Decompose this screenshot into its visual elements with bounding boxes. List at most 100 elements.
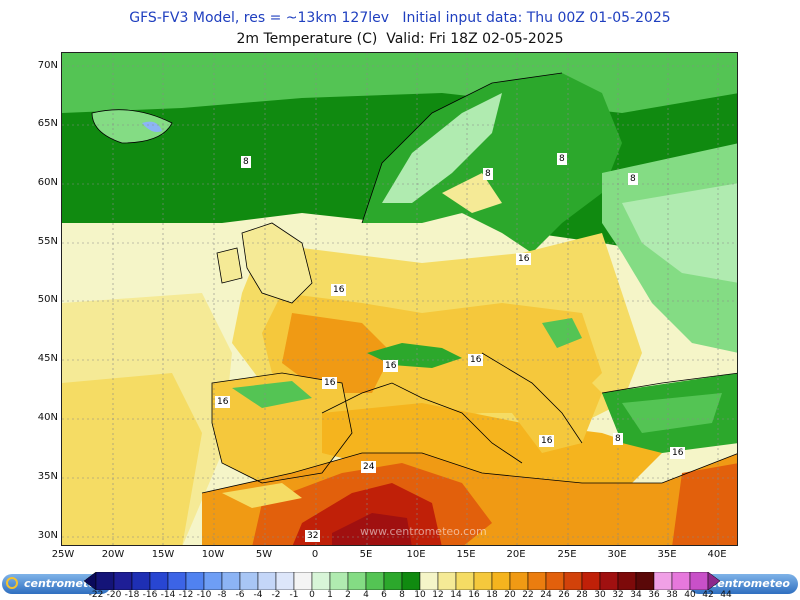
colorbar-tick-label: -8: [217, 590, 227, 600]
lon-label: 30E: [607, 549, 627, 560]
contour-label: 16: [322, 377, 338, 389]
logo-ring-icon: [6, 577, 18, 589]
lon-label: 20E: [506, 549, 526, 560]
lon-label: 20W: [101, 549, 125, 560]
colorbar-tick-label: 44: [720, 590, 732, 600]
colorbar-tick-label: 30: [594, 590, 606, 600]
colorbar-tick-label: -14: [160, 590, 176, 600]
colorbar-swatch: [617, 572, 637, 590]
contour-label: 24: [361, 461, 377, 473]
colorbar-tick-label: 2: [345, 590, 351, 600]
colorbar-arrow-low: [84, 572, 97, 590]
colorbar-tick-label: 10: [414, 590, 426, 600]
colorbar-tick-label: -6: [235, 590, 245, 600]
south-sweden: [442, 173, 502, 213]
colorbar-tick-label: -16: [142, 590, 158, 600]
contour-label: 32: [305, 530, 321, 542]
colorbar-swatch: [311, 572, 331, 590]
colorbar-tick-label: 32: [612, 590, 624, 600]
colorbar-swatch: [653, 572, 673, 590]
colorbar-tick-label: 24: [540, 590, 552, 600]
colorbar-swatch: [527, 572, 547, 590]
contour-label: 16: [539, 435, 555, 447]
colorbar-tick-label: 14: [450, 590, 462, 600]
carpathians: [542, 318, 582, 348]
lat-label: 70N: [37, 60, 58, 71]
colorbar-tick-label: 38: [666, 590, 678, 600]
lat-label: 55N: [37, 236, 58, 247]
colorbar-swatch: [203, 572, 223, 590]
legend: centrometeo centrometeo -22 -20 -18 -16 -14-…: [0, 570, 800, 600]
contour-label: 16: [670, 447, 686, 459]
colorbar-tick-label: -20: [106, 590, 122, 600]
colorbar-tick-label: 12: [432, 590, 444, 600]
lat-label: 50N: [37, 294, 58, 305]
graticule: [62, 53, 737, 545]
colorbar-tick-label: -12: [178, 590, 194, 600]
lon-label: 0: [311, 549, 319, 560]
colorbar-swatch: [257, 572, 277, 590]
contour-label: 8: [241, 156, 251, 168]
colorbar-tick-label: 16: [468, 590, 480, 600]
lon-label: 15W: [151, 549, 175, 560]
russia-cool: [622, 183, 737, 283]
colorbar-swatch: [671, 572, 691, 590]
colorbar-tick-label: 40: [684, 590, 696, 600]
temperature-map: [61, 52, 738, 546]
sahara-hottest: [332, 513, 412, 545]
colorbar-swatch: [275, 572, 295, 590]
colorbar-tick-label: 26: [558, 590, 570, 600]
brand-logo-left: centrometeo: [2, 574, 112, 594]
colorbar-swatch: [365, 572, 385, 590]
colorbar-swatch: [545, 572, 565, 590]
colorbar-swatch: [185, 572, 205, 590]
lat-label: 45N: [37, 353, 58, 364]
colorbar-swatch: [347, 572, 367, 590]
colorbar-swatch: [437, 572, 457, 590]
contour-label: 8: [483, 168, 493, 180]
contour-label: 16: [215, 396, 231, 408]
lon-label: 25E: [557, 549, 577, 560]
colorbar: [84, 572, 720, 590]
colorbar-tick-label: 4: [363, 590, 369, 600]
anatolia-plateau: [622, 393, 722, 433]
lat-label: 35N: [37, 471, 58, 482]
colorbar-tick-label: 20: [504, 590, 516, 600]
lon-label: 5W: [255, 549, 273, 560]
scandinavian-mountains: [382, 93, 502, 203]
atlas-mountains: [222, 483, 302, 508]
brand-text: centrometeo: [710, 577, 790, 590]
british-isles: [242, 223, 312, 303]
colorbar-swatch: [293, 572, 313, 590]
colorbar-tick-label: -1: [289, 590, 299, 600]
contour-label: 16: [468, 354, 484, 366]
lon-label: 15E: [456, 549, 476, 560]
iberia: [212, 373, 352, 483]
colorbar-swatch: [491, 572, 511, 590]
lat-label: 60N: [37, 177, 58, 188]
colorbar-swatch: [689, 572, 709, 590]
colorbar-tick-label: -18: [124, 590, 140, 600]
colorbar-swatch: [329, 572, 349, 590]
contour-label: 16: [516, 253, 532, 265]
coastlines: [91, 72, 737, 494]
colorbar-swatch: [95, 572, 115, 590]
lon-label: 5E: [359, 549, 373, 560]
colorbar-swatch: [239, 572, 259, 590]
contour-label: 8: [628, 173, 638, 185]
lon-label: 25W: [51, 549, 75, 560]
lon-label: 10E: [406, 549, 426, 560]
lon-label: 40E: [707, 549, 727, 560]
colorbar-tick-label: -10: [196, 590, 212, 600]
lat-label: 40N: [37, 412, 58, 423]
colorbar-tick-label: -22: [88, 590, 104, 600]
colorbar-swatch: [581, 572, 601, 590]
cantabrian-mountains: [232, 381, 312, 408]
colorbar-swatch: [167, 572, 187, 590]
watermark: www.centrometeo.com: [360, 525, 487, 538]
colorbar-tick-label: 8: [399, 590, 405, 600]
colorbar-swatch: [419, 572, 439, 590]
france-warm: [282, 313, 392, 393]
colorbar-tick-label: 34: [630, 590, 642, 600]
colorbar-swatch: [455, 572, 475, 590]
